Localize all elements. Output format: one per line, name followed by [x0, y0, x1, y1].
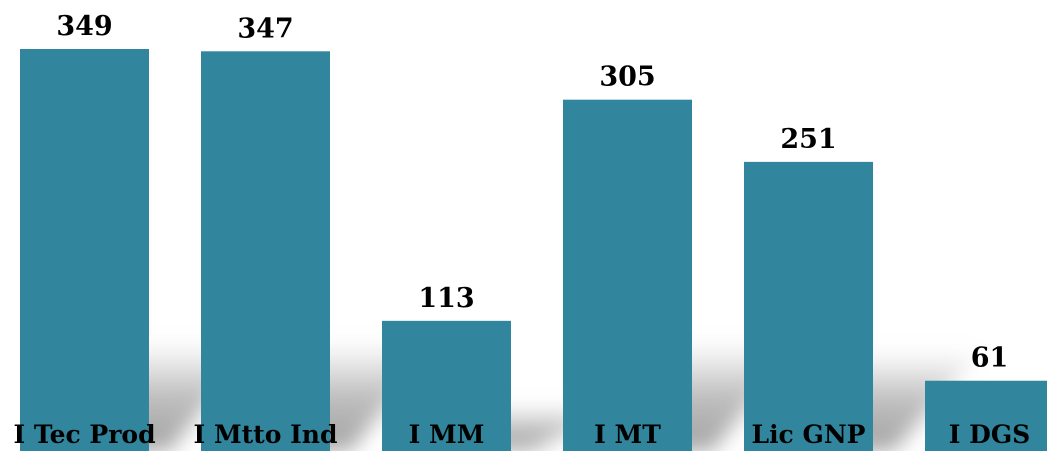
bar-i-mt — [563, 99, 692, 451]
category-labels: I Tec Prod I Mtto Ind I MM I MT Lic GNP I DGS — [13, 420, 1030, 449]
bar-i-dgs — [925, 380, 1047, 451]
data-label: 251 — [780, 124, 836, 155]
data-label: 61 — [971, 343, 1009, 374]
category-label: I Mtto Ind — [194, 420, 338, 449]
bar-i-mtto-ind — [201, 51, 330, 451]
category-label: I MM — [409, 420, 485, 449]
data-label: 349 — [56, 11, 112, 42]
bars — [20, 49, 1047, 451]
category-label: I Tec Prod — [13, 420, 155, 449]
data-labels: 349 347 113 305 251 61 — [56, 11, 1008, 374]
bar-i-mm — [382, 320, 511, 451]
bar-i-tec-prod — [20, 49, 149, 451]
bar-shadows — [40, 341, 1047, 451]
bar-lic-gnp — [744, 161, 873, 451]
category-label: I MT — [594, 420, 661, 449]
category-label: Lic GNP — [751, 420, 865, 449]
data-label: 305 — [599, 62, 655, 93]
category-label: I DGS — [949, 420, 1030, 449]
data-label: 347 — [237, 13, 293, 44]
data-label: 113 — [418, 283, 474, 314]
